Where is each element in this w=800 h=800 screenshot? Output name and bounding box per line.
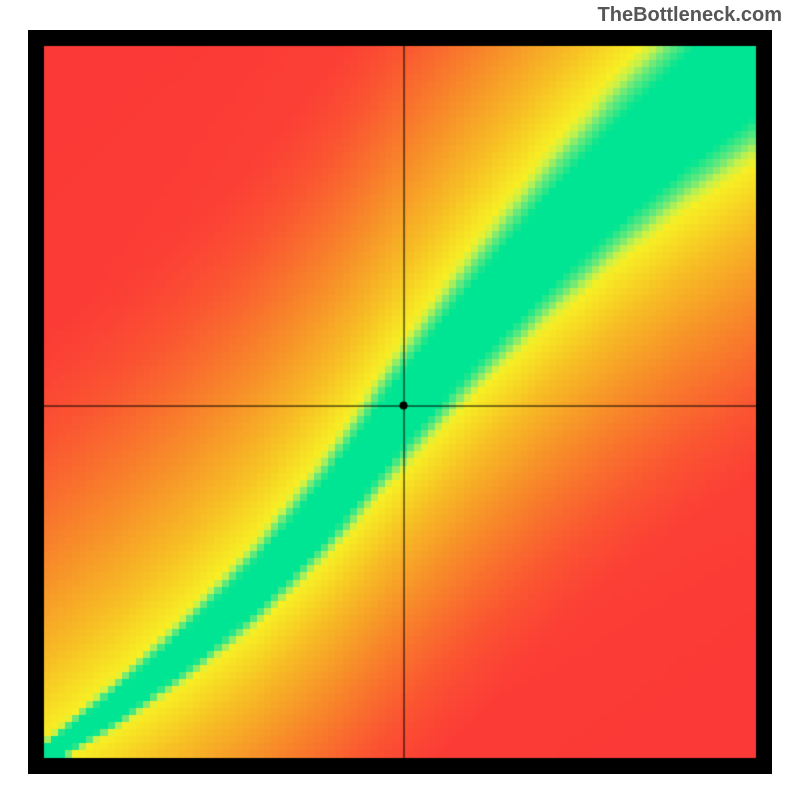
plot-frame <box>28 30 772 774</box>
watermark-text: TheBottleneck.com <box>598 4 782 27</box>
bottleneck-heatmap-canvas <box>28 30 772 774</box>
root-container: TheBottleneck.com <box>0 0 800 800</box>
